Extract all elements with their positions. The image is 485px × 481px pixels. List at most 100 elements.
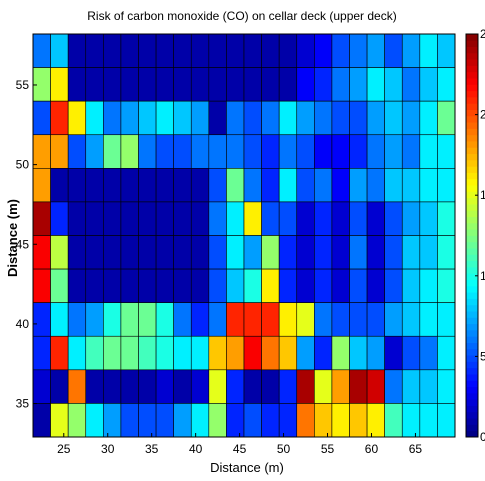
- heatmap-cell: [173, 33, 192, 68]
- heatmap-cell: [226, 134, 245, 169]
- heatmap-cell: [314, 168, 333, 203]
- heatmap-cell: [50, 268, 69, 303]
- y-axis-ticks: 35 40 45 50 55: [16, 78, 37, 411]
- colorbar-strip: [466, 266, 478, 274]
- colorbar-strip: [466, 342, 478, 350]
- heatmap-cell: [243, 134, 262, 169]
- heatmap-cell: [384, 67, 403, 102]
- colorbar-strip: [466, 380, 478, 388]
- heatmap-cell: [366, 235, 385, 270]
- heatmap-cell: [85, 268, 104, 303]
- heatmap-cell: [296, 168, 315, 203]
- heatmap-cell: [261, 67, 280, 102]
- x-tick-label: 35: [145, 442, 159, 456]
- heatmap-cell: [32, 201, 51, 236]
- heatmap-cell: [419, 168, 438, 203]
- x-tick-label: 60: [365, 442, 379, 456]
- heatmap-cell: [437, 369, 456, 404]
- heatmap-cell: [419, 100, 438, 136]
- colorbar-strip: [466, 348, 478, 356]
- heatmap-cell: [67, 134, 87, 169]
- colorbar-strip: [466, 235, 478, 243]
- colorbar-strip: [466, 216, 478, 224]
- heatmap-cell: [243, 67, 262, 102]
- heatmap-cell: [296, 67, 315, 102]
- heatmap-cell: [120, 235, 139, 270]
- heatmap-cell: [314, 235, 333, 270]
- heatmap-cell: [331, 335, 350, 371]
- x-axis-label: Distance (m): [210, 460, 284, 475]
- heatmap-cell: [103, 201, 122, 236]
- heatmap-cell: [384, 201, 403, 236]
- heatmap-cell: [226, 168, 245, 203]
- heatmap-cell: [437, 335, 456, 371]
- heatmap-cell: [32, 302, 51, 337]
- heatmap-cell: [208, 100, 227, 136]
- colorbar-strip: [466, 229, 478, 236]
- heatmap-cell: [278, 134, 298, 169]
- heatmap-cell: [243, 302, 262, 337]
- heatmap-cell: [103, 335, 122, 371]
- heatmap-cell: [67, 403, 87, 438]
- heatmap-cell: [296, 403, 315, 438]
- heatmap-cell: [384, 100, 403, 136]
- heatmap-cell: [120, 168, 139, 203]
- colorbar-strip: [466, 52, 478, 60]
- heatmap-cell: [401, 100, 421, 136]
- heatmap-cell: [314, 302, 333, 337]
- heatmap-cell: [243, 268, 262, 303]
- colorbar-tick-label: 5: [480, 349, 485, 363]
- heatmap-cell: [296, 100, 315, 136]
- colorbar-strip: [466, 204, 478, 211]
- colorbar-strip: [466, 254, 478, 262]
- heatmap-cell: [243, 33, 262, 68]
- colorbar-strip: [466, 46, 478, 54]
- heatmap-cell: [50, 302, 69, 337]
- colorbar-strip: [466, 191, 478, 199]
- colorbar-strip: [466, 355, 478, 362]
- heatmap-cell: [85, 403, 104, 438]
- heatmap-cell: [67, 201, 87, 236]
- heatmap-cell: [243, 201, 262, 236]
- heatmap-cell: [32, 403, 51, 438]
- heatmap-cell: [437, 268, 456, 303]
- heatmap-cell: [366, 335, 385, 371]
- heatmap-cell: [190, 403, 210, 438]
- heatmap-cell: [278, 302, 298, 337]
- colorbar-strip: [466, 336, 478, 343]
- heatmap-cell: [278, 201, 298, 236]
- heatmap-cell: [173, 67, 192, 102]
- heatmap-cell: [103, 67, 122, 102]
- colorbar-strip: [466, 392, 478, 400]
- heatmap-cell: [401, 302, 421, 337]
- heatmap-cell: [226, 302, 245, 337]
- heatmap-cell: [384, 33, 403, 68]
- heatmap-cell: [103, 369, 122, 404]
- heatmap-cell: [243, 100, 262, 136]
- heatmap-cell: [314, 335, 333, 371]
- colorbar-strip: [466, 374, 478, 381]
- colorbar-tick-label: 20: [480, 108, 485, 122]
- heatmap-cell: [401, 134, 421, 169]
- heatmap-cell: [120, 33, 139, 68]
- heatmap-cell: [437, 100, 456, 136]
- heatmap-cell: [120, 268, 139, 303]
- colorbar-strip: [466, 166, 478, 173]
- heatmap-cell: [401, 403, 421, 438]
- heatmap-cell: [419, 302, 438, 337]
- colorbar-strip: [466, 222, 478, 230]
- colorbar-ticks: 0 5 10 15 20 25: [475, 27, 485, 444]
- heatmap-cell: [103, 134, 122, 169]
- colorbar-strip: [466, 430, 478, 438]
- heatmap-cell: [138, 302, 157, 337]
- heatmap-cell: [226, 369, 245, 404]
- colorbar-strip: [466, 292, 478, 299]
- heatmap-cell: [261, 201, 280, 236]
- heatmap-cell: [366, 201, 385, 236]
- heatmap-cell: [67, 369, 87, 404]
- heatmap-cell: [296, 33, 315, 68]
- heatmap-cell: [208, 403, 227, 438]
- colorbar-strip: [466, 109, 478, 117]
- heatmap-cell: [208, 168, 227, 203]
